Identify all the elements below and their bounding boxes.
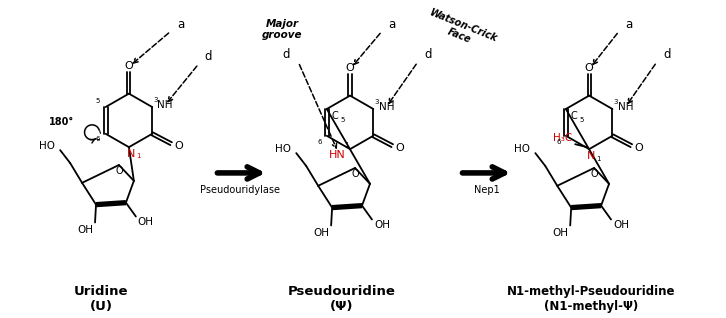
Text: (Ψ): (Ψ) xyxy=(330,300,354,313)
Text: OH: OH xyxy=(552,228,568,238)
Text: 1: 1 xyxy=(136,153,141,159)
Text: Major
groove: Major groove xyxy=(262,19,303,40)
Text: Uridine: Uridine xyxy=(74,285,129,298)
Text: Watson-Crick
Face: Watson-Crick Face xyxy=(424,8,499,54)
Text: O: O xyxy=(396,143,404,153)
Text: 180°: 180° xyxy=(49,117,74,128)
Text: O: O xyxy=(635,143,643,153)
Text: HN: HN xyxy=(329,150,346,160)
Text: (U): (U) xyxy=(89,300,113,313)
Text: O: O xyxy=(125,61,134,72)
Text: N: N xyxy=(587,151,595,161)
Text: O: O xyxy=(584,63,594,73)
Text: 5: 5 xyxy=(579,117,584,123)
Text: d: d xyxy=(663,49,671,61)
Text: a: a xyxy=(388,18,396,31)
Text: O: O xyxy=(115,166,123,176)
Text: Nep1: Nep1 xyxy=(473,185,499,195)
Text: d: d xyxy=(205,51,212,64)
Text: Pseudouridylase: Pseudouridylase xyxy=(200,185,280,195)
Text: C: C xyxy=(331,111,338,121)
Text: H₃C: H₃C xyxy=(552,133,572,143)
Text: OH: OH xyxy=(374,220,390,231)
Text: O: O xyxy=(351,169,359,179)
Text: 5: 5 xyxy=(96,98,100,104)
Text: OH: OH xyxy=(138,218,154,227)
Text: C: C xyxy=(571,111,577,121)
Text: OH: OH xyxy=(77,225,93,235)
Text: a: a xyxy=(177,18,184,31)
Text: HO: HO xyxy=(515,144,531,154)
Text: d: d xyxy=(282,49,290,61)
Text: O: O xyxy=(174,141,183,151)
Text: NH: NH xyxy=(158,100,173,110)
Text: 6: 6 xyxy=(556,139,560,145)
Text: OH: OH xyxy=(613,220,629,231)
Text: 6: 6 xyxy=(96,136,100,142)
Text: 1: 1 xyxy=(596,156,600,162)
Text: a: a xyxy=(625,18,632,31)
Text: 5: 5 xyxy=(340,117,344,123)
Text: HO: HO xyxy=(39,141,55,151)
Text: N: N xyxy=(127,149,135,159)
Text: O: O xyxy=(346,63,354,73)
Text: Pseudouridine: Pseudouridine xyxy=(288,285,396,298)
Text: 6: 6 xyxy=(317,139,322,145)
Text: d: d xyxy=(424,49,431,61)
Text: 3: 3 xyxy=(375,99,379,105)
Text: OH: OH xyxy=(313,228,329,238)
Text: 1: 1 xyxy=(344,142,348,148)
Text: 3: 3 xyxy=(153,97,158,103)
Text: HO: HO xyxy=(275,144,291,154)
Text: O: O xyxy=(590,169,598,179)
Text: NH: NH xyxy=(378,102,394,112)
Text: NH: NH xyxy=(618,102,633,112)
Text: 3: 3 xyxy=(613,99,618,105)
Text: N1-methyl-Pseudouridine: N1-methyl-Pseudouridine xyxy=(507,285,675,298)
Text: (N1-methyl-Ψ): (N1-methyl-Ψ) xyxy=(544,300,638,313)
